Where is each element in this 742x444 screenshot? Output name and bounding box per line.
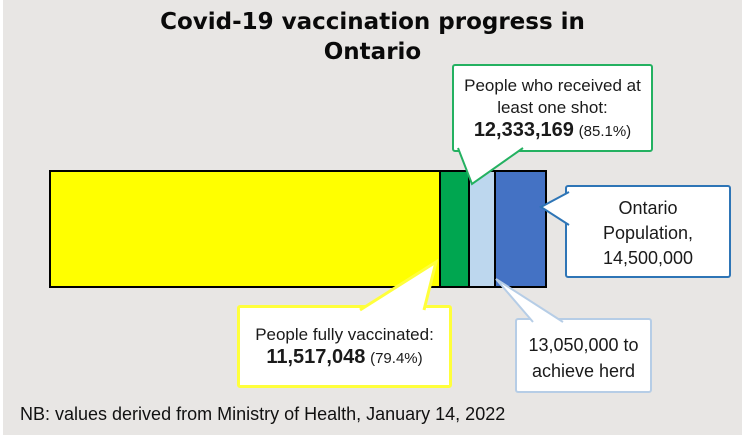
fully-vaccinated-percent: (79.4%) [370,350,423,367]
fully-vaccinated-count: 11,517,048 [266,346,366,368]
bar-segment-gap-to-herd [468,172,495,286]
callout-fully-value-line: 11,517,048 (79.4%) [240,346,449,370]
callout-herd-threshold: 13,050,000 to achieve herd [515,318,652,393]
callout-one-shot-value-line: 12,333,169 (85.1%) [454,119,651,143]
one-shot-percent: (85.1%) [578,123,632,140]
chart-title-line2: Ontario [323,39,422,65]
callout-fully-vaccinated: People fully vaccinated: 11,517,048 (79.… [237,305,452,388]
callout-herd-line1: 13,050,000 to [528,335,639,355]
callout-herd-line2: achieve herd [531,361,636,381]
callout-one-shot: People who received at least one shot: 1… [452,64,653,152]
source-footnote: NB: values derived from Ministry of Heal… [20,404,506,424]
bar-segment-fully-vaccinated [51,172,439,286]
callout-population-line3: 14,500,000 [602,248,694,268]
one-shot-count: 12,333,169 [473,119,574,141]
stacked-progress-bar [49,170,547,288]
bar-segment-rest-of-population [494,172,545,286]
bar-segment-additional-one-shot [438,172,469,286]
callout-fully-line1: People fully vaccinated: [255,325,434,344]
callout-population-line1: Ontario [618,198,678,218]
callout-one-shot-line1: People who received at [464,76,641,95]
chart-title-line1: Covid-19 vaccination progress in [160,9,585,35]
callout-one-shot-line2: least one shot: [497,98,608,117]
callout-ontario-population: Ontario Population, 14,500,000 [565,185,731,278]
callout-population-line2: Population, [602,223,694,243]
chart-title: Covid-19 vaccination progress in Ontario [3,7,742,67]
